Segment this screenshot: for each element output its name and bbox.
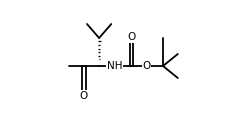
Text: O: O: [127, 32, 136, 42]
Text: O: O: [80, 91, 88, 101]
Text: NH: NH: [107, 61, 122, 71]
Text: O: O: [142, 61, 151, 71]
